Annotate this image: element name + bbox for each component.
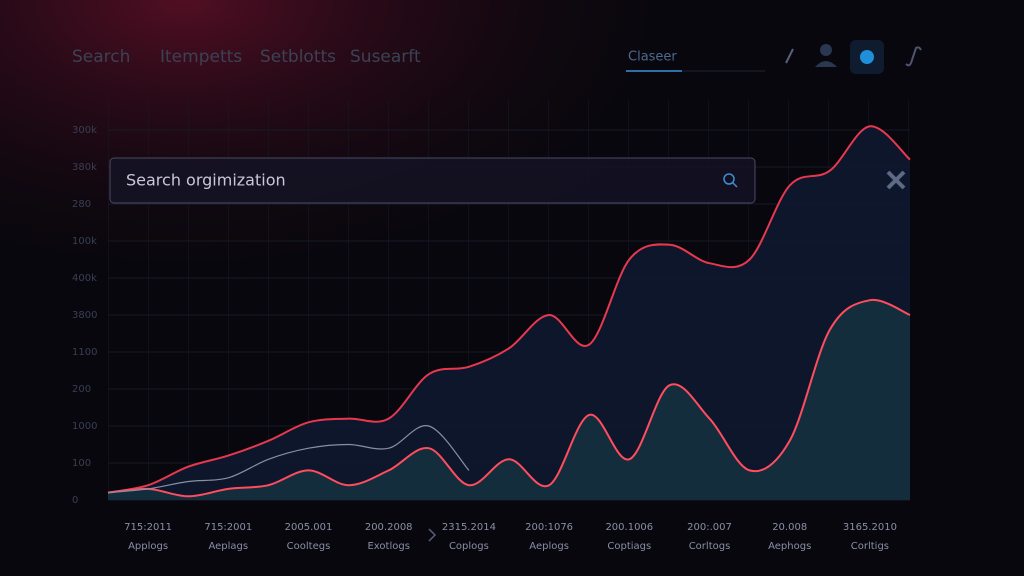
line xyxy=(107,299,911,498)
tab[interactable]: Claseer xyxy=(628,50,677,65)
search-icon-handle xyxy=(732,182,738,188)
close-icon[interactable] xyxy=(886,170,906,190)
icon-user[interactable] xyxy=(820,44,832,56)
chart: 0 100 1000 200 1100 3800 400k 100k 280 380k 300k 71… xyxy=(72,125,911,552)
x-tick-label: 715:2001 xyxy=(204,522,252,533)
x-tick-sublabel: Applogs xyxy=(128,541,168,552)
line xyxy=(107,125,911,494)
x-tick-sublabel: Coplogs xyxy=(449,541,489,552)
x-tick-sublabel: Aephogs xyxy=(768,541,811,552)
icon-user-body xyxy=(815,61,837,67)
y-tick-label: 400k xyxy=(72,273,97,284)
y-tick-label: 100 xyxy=(72,458,91,469)
x-tick-label: 200.1006 xyxy=(605,522,653,533)
x-tick-sublabel: Aeplogs xyxy=(529,541,569,552)
icon-pen[interactable] xyxy=(785,48,794,64)
x-tick-sublabel: Corltogs xyxy=(689,541,731,552)
nav-item[interactable]: Search xyxy=(72,47,130,67)
y-tick-label: 1100 xyxy=(72,347,97,358)
x-tick-label: 2315.2014 xyxy=(442,522,496,533)
chevron[interactable] xyxy=(428,528,437,542)
y-tick-label: 380k xyxy=(72,162,97,173)
x-tick-sublabel: Cooltegs xyxy=(287,541,331,552)
y-tick-label: 0 xyxy=(72,495,78,506)
y-tick-label: 200 xyxy=(72,384,91,395)
area xyxy=(108,126,910,500)
x-tick-sublabel: Corltigs xyxy=(851,541,889,552)
y-tick-label: 1000 xyxy=(72,421,97,432)
nav-item[interactable]: Susearft xyxy=(350,47,421,67)
area xyxy=(108,299,910,500)
y-tick-label: 280 xyxy=(72,199,91,210)
x-tick-label: 3165.2010 xyxy=(843,522,897,533)
line xyxy=(107,425,470,494)
x-tick-sublabel: Aeplags xyxy=(208,541,248,552)
search-icon[interactable] xyxy=(723,173,735,185)
icon-dot xyxy=(860,50,874,64)
x-tick-label: 200.2008 xyxy=(365,522,413,533)
icon-note[interactable] xyxy=(905,46,922,67)
x-tick-label: 200:1076 xyxy=(525,522,573,533)
y-tick-label: 3800 xyxy=(72,310,97,321)
x-tick-label: 715:2011 xyxy=(124,522,172,533)
x-tick-sublabel: Exotlogs xyxy=(367,541,409,552)
nav-item[interactable]: Setblotts xyxy=(260,47,336,67)
y-tick-label: 100k xyxy=(72,236,97,247)
nav-item[interactable]: Itempetts xyxy=(160,47,242,67)
search-box[interactable] xyxy=(109,157,756,204)
x-tick-sublabel: Coptiags xyxy=(607,541,651,552)
x-tick-label: 2005.001 xyxy=(285,522,333,533)
y-tick-label: 300k xyxy=(72,125,97,136)
search-placeholder: Search orgimization xyxy=(126,171,286,190)
x-tick-label: 200:.007 xyxy=(687,522,732,533)
x-tick-label: 20.008 xyxy=(772,522,807,533)
